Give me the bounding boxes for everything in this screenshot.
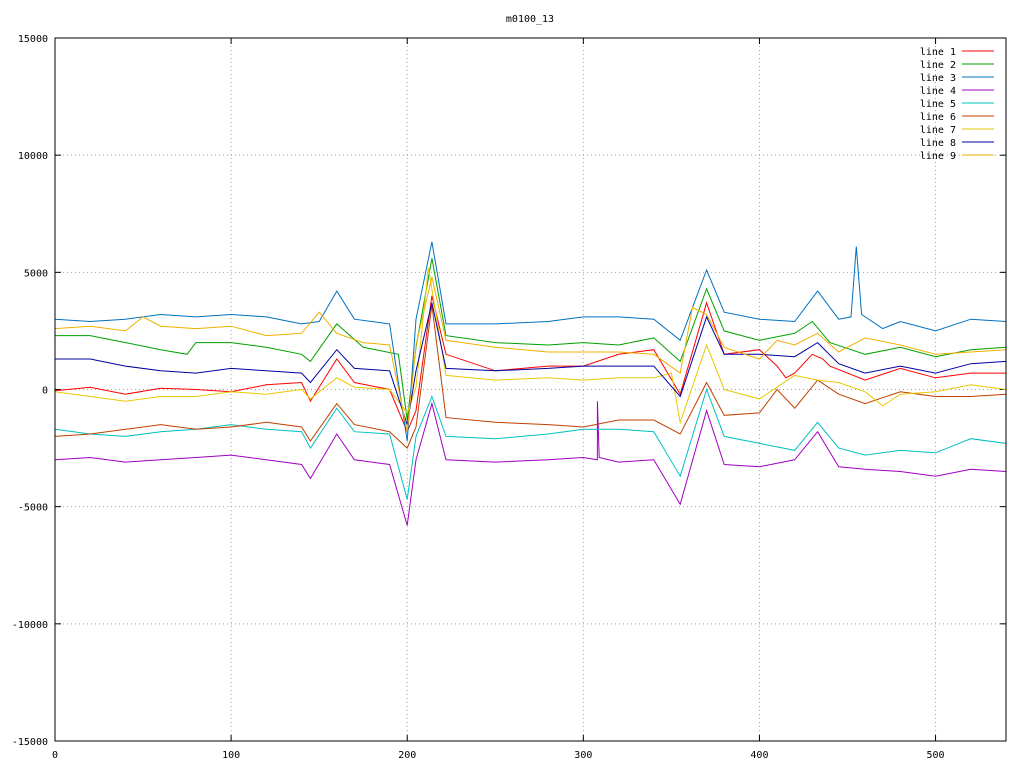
series-lines — [54, 241, 1007, 526]
legend-label-2: line 2 — [920, 60, 956, 71]
x-tick-label: 500 — [927, 750, 945, 761]
series-line-1 — [54, 295, 1006, 433]
x-tick-label: 100 — [222, 750, 240, 761]
y-tick-label: -10000 — [12, 620, 48, 631]
series-line-5 — [54, 387, 1007, 500]
y-tick-label: -15000 — [12, 737, 48, 748]
legend-label-9: line 9 — [920, 151, 956, 162]
legend-label-8: line 8 — [920, 138, 956, 149]
x-tick-label: 0 — [52, 750, 58, 761]
series-line-4 — [54, 401, 1007, 526]
legend-label-5: line 5 — [920, 99, 956, 110]
series-line-3 — [54, 241, 1007, 442]
grid-lines — [55, 38, 1006, 741]
series-line-9 — [54, 276, 1007, 432]
y-tick-label: -5000 — [18, 503, 48, 514]
legend-label-6: line 6 — [920, 112, 956, 123]
series-line-8 — [55, 302, 1007, 425]
chart-title: m0100_13 — [506, 14, 554, 25]
x-tick-label: 400 — [750, 750, 768, 761]
legend: line 1 line 2 line 3 line 4 line 5 line 6 line… — [920, 47, 994, 162]
y-tick-label: 10000 — [18, 151, 48, 162]
y-tick-label: 5000 — [24, 268, 48, 279]
plot-frame — [54, 37, 1007, 742]
series-line-7 — [54, 267, 1007, 425]
x-tick-label: 300 — [574, 750, 592, 761]
legend-label-4: line 4 — [920, 86, 956, 97]
y-tick-label: 15000 — [18, 34, 48, 45]
series-line-6 — [54, 305, 1007, 449]
legend-label-7: line 7 — [920, 125, 956, 136]
x-axis-ticks: 0 100 200 300 400 500 — [52, 38, 945, 761]
series-line-2 — [55, 258, 1007, 421]
y-axis-ticks: -15000 -10000 -5000 0 5000 10000 15000 — [12, 34, 1006, 748]
y-tick-label: 0 — [42, 386, 48, 397]
x-tick-label: 200 — [398, 750, 416, 761]
legend-label-1: line 1 — [920, 47, 956, 58]
legend-label-3: line 3 — [920, 73, 956, 84]
